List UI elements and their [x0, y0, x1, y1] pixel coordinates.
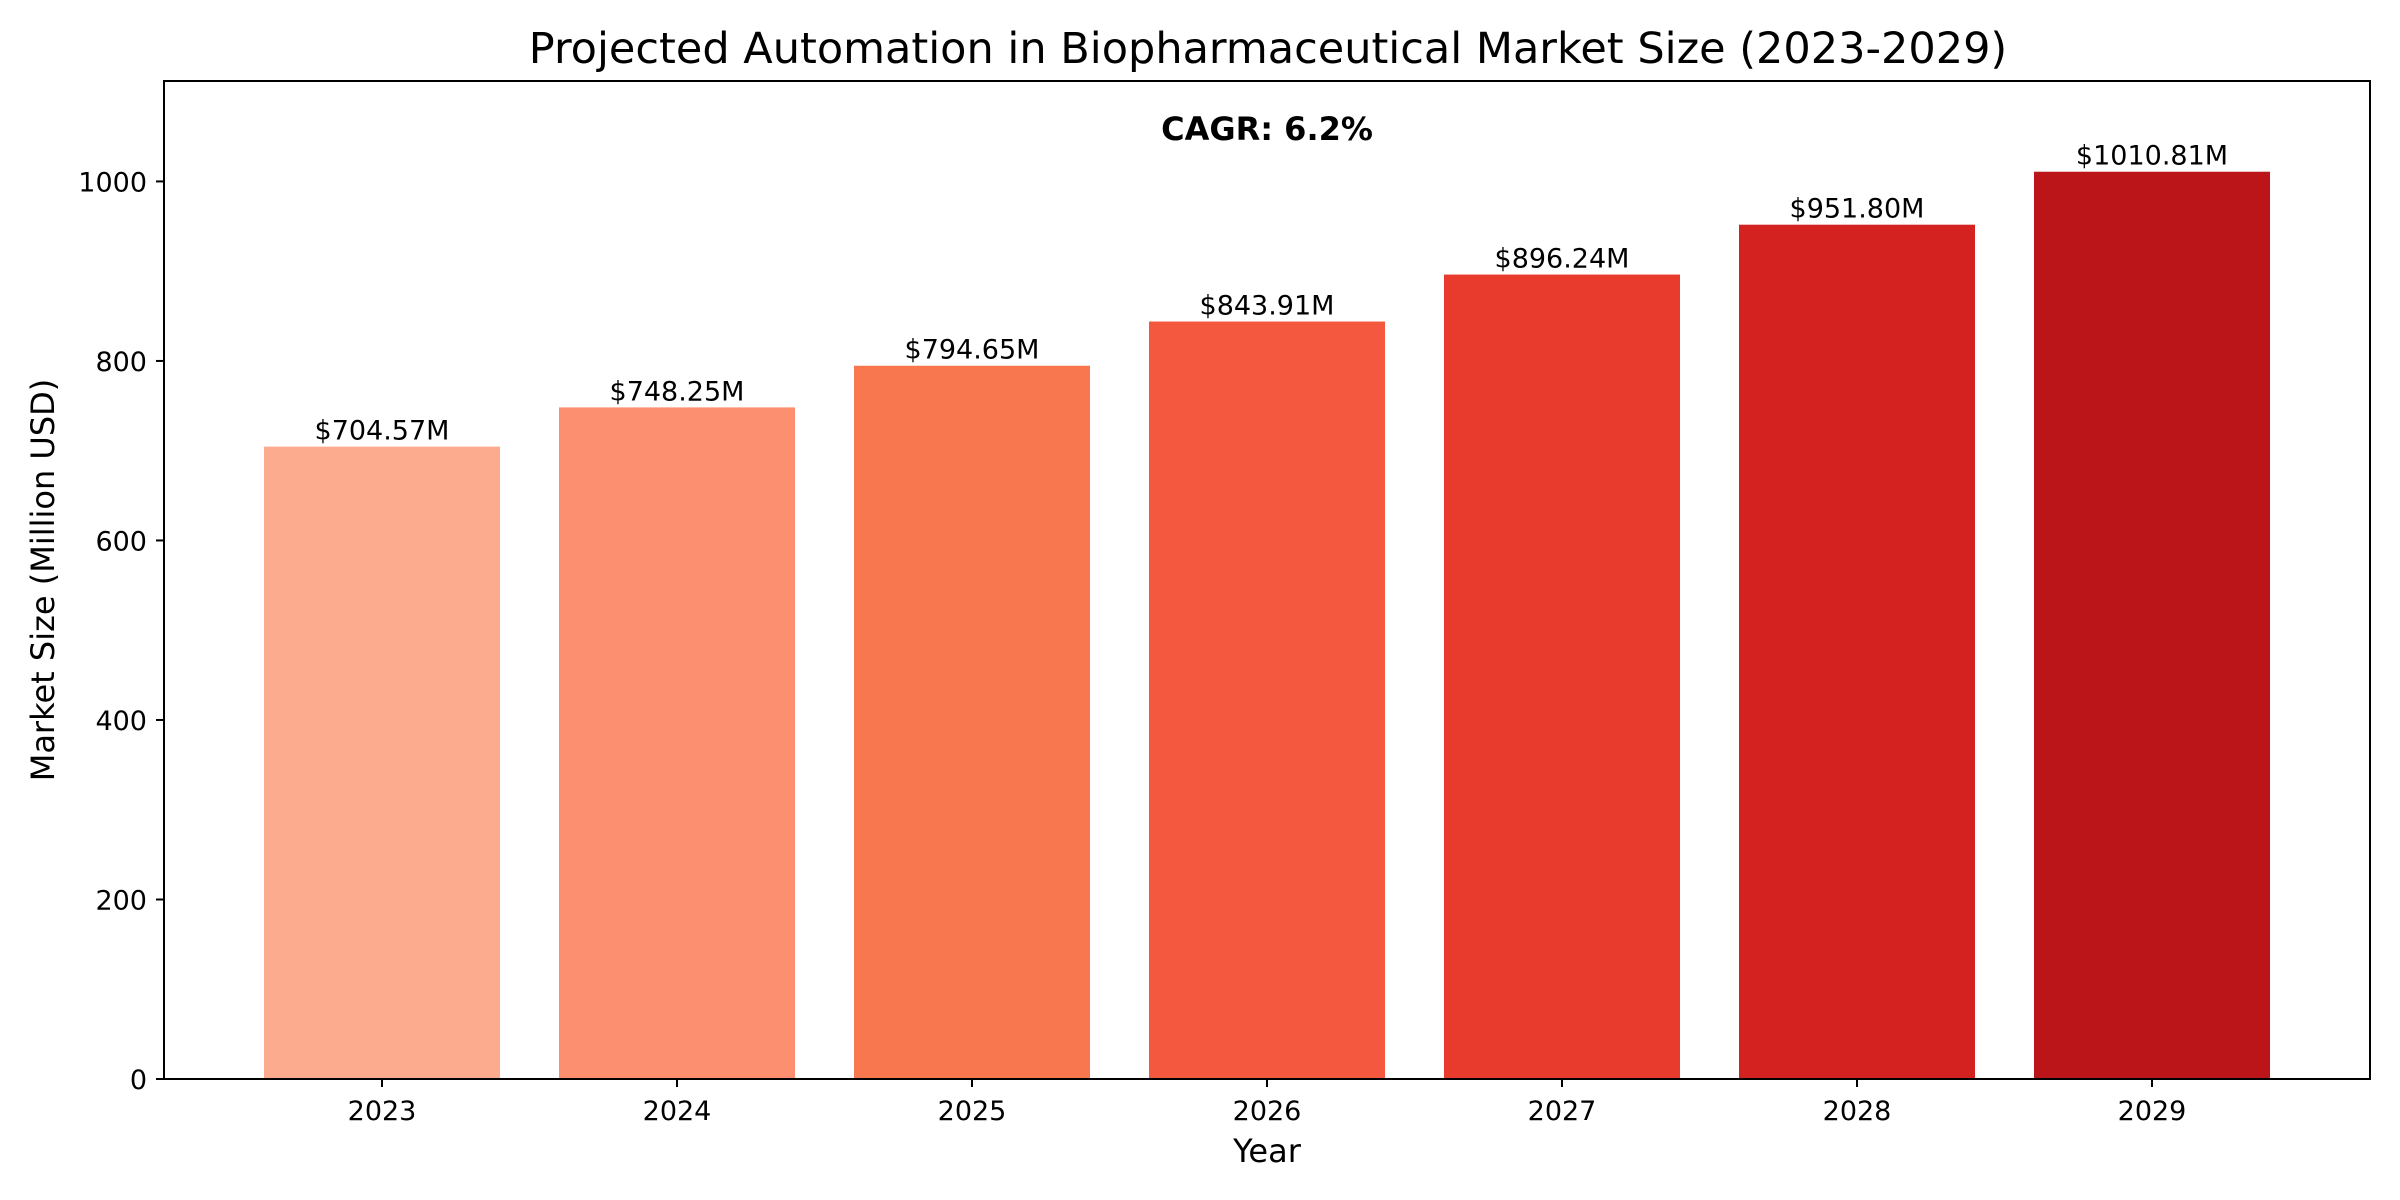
x-tick-label-2026: 2026: [1233, 1096, 1302, 1127]
x-axis-label: Year: [1232, 1132, 1302, 1170]
y-tick-label-200: 200: [95, 885, 147, 916]
y-tick-label-1000: 1000: [78, 167, 147, 198]
y-axis: 0 200 400 600 800 1000: [78, 167, 164, 1096]
y-tick-label-400: 400: [95, 706, 147, 737]
data-label-2024: $748.25M: [610, 376, 745, 407]
x-tick-label-2027: 2027: [1528, 1096, 1597, 1127]
bar-2023: [264, 446, 500, 1080]
x-tick-label-2025: 2025: [938, 1096, 1007, 1127]
y-tick-label-600: 600: [95, 526, 147, 557]
x-tick-label-2024: 2024: [643, 1096, 712, 1127]
y-tick-label-0: 0: [130, 1065, 147, 1096]
data-label-2027: $896.24M: [1495, 244, 1630, 275]
cagr-annotation: CAGR: 6.2%: [1161, 110, 1373, 148]
data-label-2028: $951.80M: [1790, 194, 1925, 225]
plot-area: $704.57M $748.25M $794.65M $843.91M $896.24M…: [264, 141, 2270, 1080]
bar-2027: [1444, 274, 1680, 1079]
data-label-2025: $794.65M: [905, 335, 1040, 366]
bar-2024: [559, 407, 795, 1079]
y-tick-label-800: 800: [95, 347, 147, 378]
bar-2028: [1739, 224, 1975, 1079]
x-tick-label-2028: 2028: [1823, 1096, 1892, 1127]
x-tick-label-2023: 2023: [348, 1096, 417, 1127]
x-tick-label-2029: 2029: [2118, 1096, 2187, 1127]
x-axis: 2023 2024 2025 2026 2027 2028 2029: [348, 1079, 2187, 1127]
y-axis-label: Market Size (Million USD): [24, 379, 62, 782]
bar-2026: [1149, 321, 1385, 1080]
bar-2029: [2034, 171, 2270, 1080]
data-label-2026: $843.91M: [1200, 291, 1335, 322]
data-label-2023: $704.57M: [315, 416, 450, 447]
data-label-2029: $1010.81M: [2076, 141, 2228, 172]
bar-2025: [854, 365, 1090, 1079]
chart-title: Projected Automation in Biopharmaceutica…: [529, 24, 2007, 74]
